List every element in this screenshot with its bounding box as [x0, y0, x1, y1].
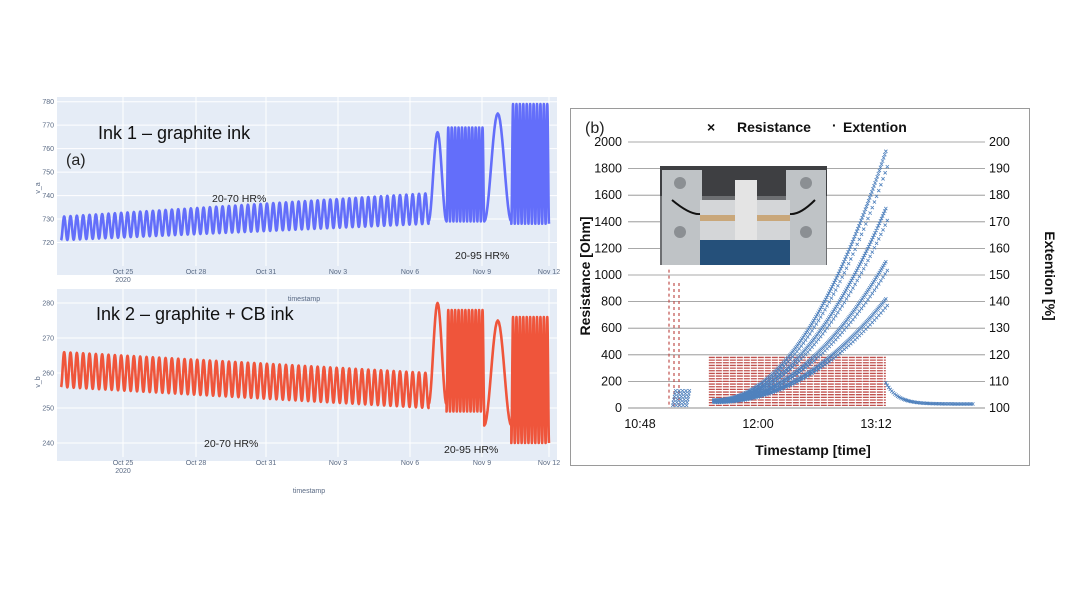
- y-tick-label: 280: [42, 301, 54, 308]
- x-tick-label: Nov 9: [473, 269, 491, 276]
- y-tick-label: 250: [42, 406, 54, 413]
- x-tick-year: 2020: [115, 468, 131, 475]
- ink1-ylabel: v_a: [35, 182, 42, 193]
- y-tick-label: 0: [615, 401, 622, 415]
- y-tick-label: 600: [601, 321, 622, 335]
- x-tick-label: Nov 12: [538, 269, 560, 276]
- y-tick-label: 260: [42, 371, 54, 378]
- y-tick-label: 780: [42, 99, 54, 106]
- panel-a-label: (a): [66, 152, 86, 169]
- y-tick-label: 720: [42, 240, 54, 247]
- x-tick-label: Oct 25: [113, 269, 134, 276]
- x-tick-label: Nov 6: [401, 460, 419, 467]
- y-tick-label: 1400: [594, 215, 622, 229]
- y-tick-label: 2000: [594, 135, 622, 149]
- ink2-xlabel: timestamp: [293, 488, 325, 495]
- x-tick-label: Oct 25: [113, 460, 134, 467]
- y2-tick-label: 130: [989, 321, 1010, 335]
- x-tick-label: Nov 3: [329, 269, 347, 276]
- y-tick-label: 270: [42, 336, 54, 343]
- x-tick-label: Oct 28: [186, 269, 207, 276]
- y-tick-label: 240: [42, 441, 54, 448]
- x-tick-label: Nov 6: [401, 269, 419, 276]
- y-tick-label: 1800: [594, 162, 622, 176]
- legend-resistance-label: Resistance: [737, 119, 811, 135]
- y2-tick-label: 150: [989, 268, 1010, 282]
- legend-extention-marker: ·: [832, 117, 837, 133]
- y-tick-label: 1600: [594, 188, 622, 202]
- y-tick-label: 740: [42, 193, 54, 200]
- ink1-annotation-low: 20-70 HR%: [212, 193, 266, 205]
- x-tick-label: Oct 28: [186, 460, 207, 467]
- ink2-annotation-low: 20-70 HR%: [204, 438, 258, 450]
- x-tick-label: 12:00: [742, 417, 773, 431]
- y-tick-label: 750: [42, 170, 54, 177]
- chart-b-y2label: Extention [%]: [1042, 231, 1058, 320]
- inset-photo-test-rig: [660, 166, 827, 265]
- y-tick-label: 800: [601, 295, 622, 309]
- panel-b-label: (b): [585, 120, 605, 137]
- x-tick-label: Nov 9: [473, 460, 491, 467]
- x-tick-label: Nov 3: [329, 460, 347, 467]
- y-tick-label: 730: [42, 217, 54, 224]
- y-tick-label: 200: [601, 374, 622, 388]
- y2-tick-label: 190: [989, 162, 1010, 176]
- y2-tick-label: 100: [989, 401, 1010, 415]
- ink2-title: Ink 2 – graphite + CB ink: [96, 304, 295, 324]
- y2-tick-label: 120: [989, 348, 1010, 362]
- y2-tick-label: 180: [989, 188, 1010, 202]
- x-tick-label: Oct 31: [256, 269, 277, 276]
- y-tick-label: 760: [42, 146, 54, 153]
- ink1-xlabel: timestamp: [288, 296, 320, 303]
- y2-tick-label: 200: [989, 135, 1010, 149]
- ink2-annotation-high: 20-95 HR%: [444, 444, 498, 456]
- y2-tick-label: 160: [989, 241, 1010, 255]
- x-tick-label: Oct 31: [256, 460, 277, 467]
- data-series-line: [59, 301, 551, 445]
- y2-tick-label: 110: [989, 374, 1009, 388]
- ink1-title: Ink 1 – graphite ink: [98, 123, 251, 143]
- chart-b-ylabel: Resistance [Ohm]: [577, 216, 593, 335]
- data-series-line: [59, 102, 551, 242]
- y-tick-label: 1200: [594, 241, 622, 255]
- x-tick-label: 10:48: [624, 417, 655, 431]
- resistance-series-points: [670, 149, 975, 408]
- ink1-annotation-high: 20-95 HR%: [455, 250, 509, 262]
- y2-tick-label: 170: [989, 215, 1010, 229]
- x-tick-label: 13:12: [860, 417, 891, 431]
- y-tick-label: 770: [42, 123, 54, 130]
- ink2-ylabel: v_b: [35, 376, 42, 387]
- legend-extention-label: Extention: [843, 119, 907, 135]
- legend-resistance-marker: ×: [707, 119, 715, 135]
- y-tick-label: 1000: [594, 268, 622, 282]
- y2-tick-label: 140: [989, 295, 1010, 309]
- x-tick-label: Nov 12: [538, 460, 560, 467]
- y-tick-label: 400: [601, 348, 622, 362]
- chart-b-xlabel: Timestamp [time]: [755, 442, 871, 458]
- x-tick-year: 2020: [115, 277, 131, 284]
